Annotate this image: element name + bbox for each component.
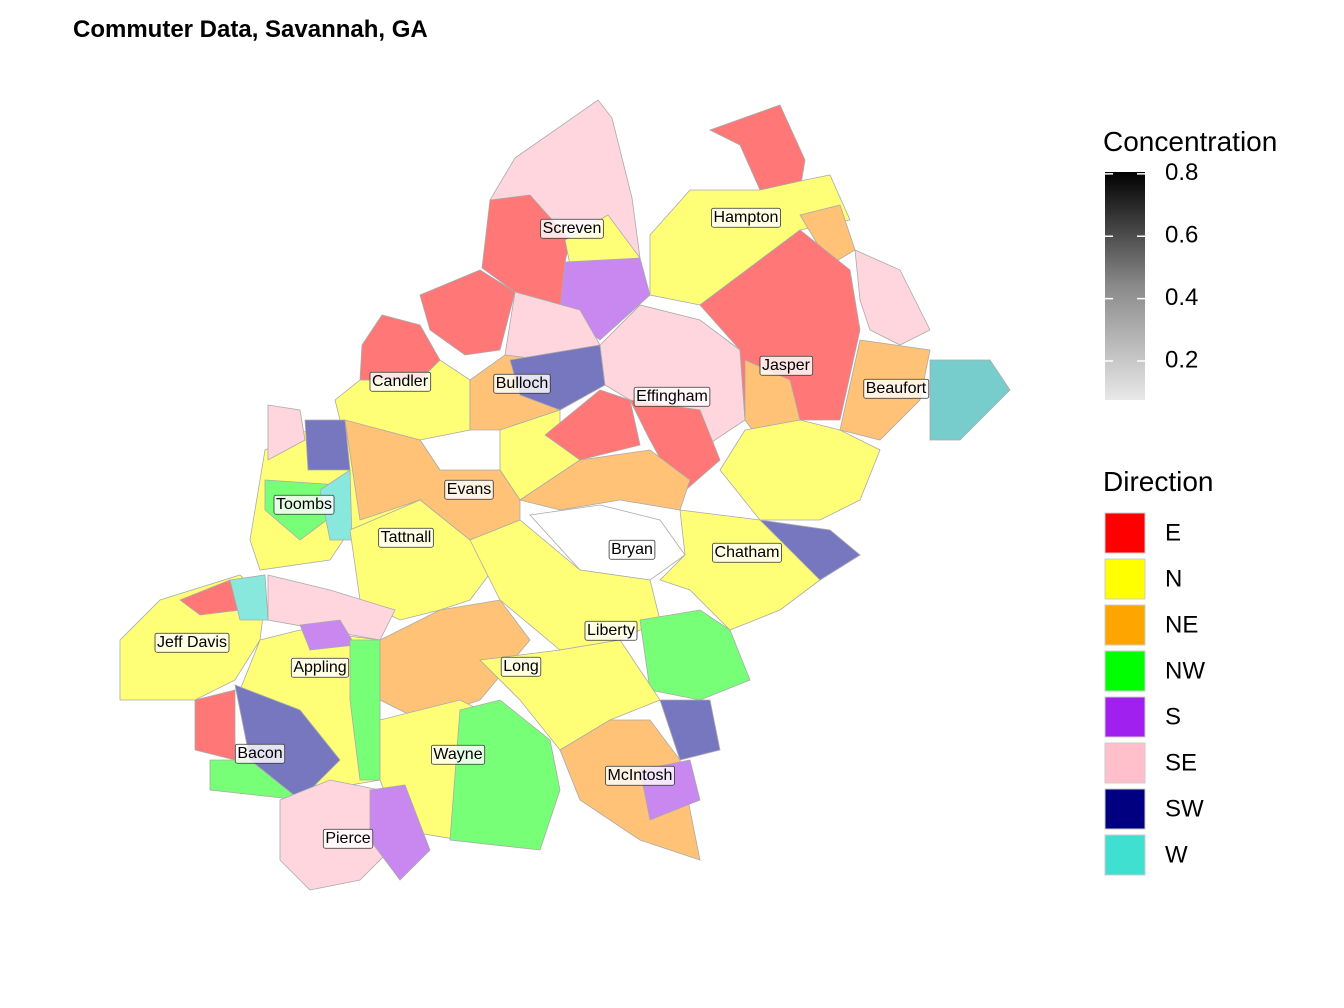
legend-label: NE — [1165, 611, 1198, 638]
label-box — [605, 765, 675, 786]
county-label: Evans — [447, 481, 491, 498]
region — [599, 304, 746, 451]
label-box — [493, 373, 551, 394]
county-label: Bulloch — [496, 375, 548, 392]
county-label: Candler — [372, 373, 429, 390]
label-box — [863, 378, 930, 399]
legend-label: S — [1165, 703, 1181, 730]
colorbar-ticks: 0.2 0.4 0.6 0.8 — [1105, 159, 1198, 373]
region — [359, 314, 441, 381]
label-box — [154, 632, 230, 653]
legend-label: N — [1165, 565, 1182, 592]
legend-label: W — [1165, 841, 1188, 868]
label-box — [234, 743, 286, 764]
legend-label: SW — [1165, 795, 1204, 822]
regions — [119, 99, 1011, 891]
county-label: Bacon — [237, 745, 282, 762]
label-box — [273, 494, 335, 515]
region — [758, 519, 861, 581]
county-label: McIntosh — [608, 767, 673, 784]
legend-swatch — [1104, 650, 1146, 692]
label-box — [633, 386, 711, 407]
legend-title: Concentration — [1103, 126, 1277, 157]
county-label: Liberty — [587, 622, 635, 639]
county-label: Jeff Davis — [157, 634, 227, 651]
county-label: Chatham — [715, 544, 780, 561]
county-label: Jasper — [762, 357, 811, 374]
region — [659, 699, 721, 761]
label-box — [759, 355, 814, 376]
label-box — [711, 207, 781, 228]
region — [719, 419, 881, 521]
label-box — [378, 527, 434, 548]
county-label: Appling — [293, 659, 346, 676]
label-box — [444, 479, 494, 500]
region — [519, 449, 691, 511]
legend-swatch — [1104, 788, 1146, 830]
label-box — [290, 657, 350, 678]
label-box — [430, 744, 486, 765]
region — [419, 269, 516, 356]
label-box — [322, 828, 374, 849]
legend: EN NE NW S SE SW W — [1104, 512, 1205, 876]
legend-swatch — [1104, 742, 1146, 784]
legend-label: E — [1165, 519, 1181, 546]
tick-label: 0.8 — [1165, 159, 1198, 186]
label-box — [608, 539, 656, 560]
region — [708, 104, 806, 191]
region — [559, 719, 701, 861]
region — [267, 574, 396, 641]
region — [649, 174, 851, 306]
county-label: Hampton — [714, 209, 779, 226]
region — [854, 249, 931, 346]
label-box — [369, 371, 432, 392]
county-label: Tattnall — [381, 529, 432, 546]
legend-label: NW — [1165, 657, 1205, 684]
map-title: Commuter Data, Savannah, GA — [73, 16, 428, 43]
county-label: Effingham — [636, 388, 708, 405]
legend-swatch — [1104, 696, 1146, 738]
region — [929, 359, 1011, 441]
county-label: Screven — [543, 220, 602, 237]
region — [699, 229, 861, 441]
county-label: Toombs — [276, 496, 332, 513]
legend-title: Direction — [1103, 466, 1213, 497]
colorbar — [1105, 172, 1145, 400]
label-box — [540, 218, 604, 239]
legend-label: SE — [1165, 749, 1197, 776]
legend-swatch — [1104, 604, 1146, 646]
label-box — [584, 620, 638, 641]
tick-label: 0.2 — [1165, 346, 1198, 373]
region — [449, 699, 561, 851]
tick-label: 0.4 — [1165, 284, 1198, 311]
county-label: Long — [503, 658, 539, 675]
tick-label: 0.6 — [1165, 222, 1198, 249]
label-box — [500, 656, 542, 677]
county-label: Bryan — [611, 541, 653, 558]
legend-swatch — [1104, 512, 1146, 554]
county-label: Wayne — [433, 746, 482, 763]
legend-swatch — [1104, 834, 1146, 876]
label-box — [712, 542, 782, 563]
region — [629, 399, 721, 496]
region — [544, 389, 641, 461]
region — [267, 404, 306, 461]
region — [194, 689, 236, 761]
legend-swatch — [1104, 558, 1146, 600]
county-labels: Screven Hampton Candler Bulloch Effingham Jas… — [154, 207, 930, 849]
county-label: Pierce — [325, 830, 370, 847]
county-label: Beaufort — [866, 380, 927, 397]
region — [304, 419, 351, 471]
